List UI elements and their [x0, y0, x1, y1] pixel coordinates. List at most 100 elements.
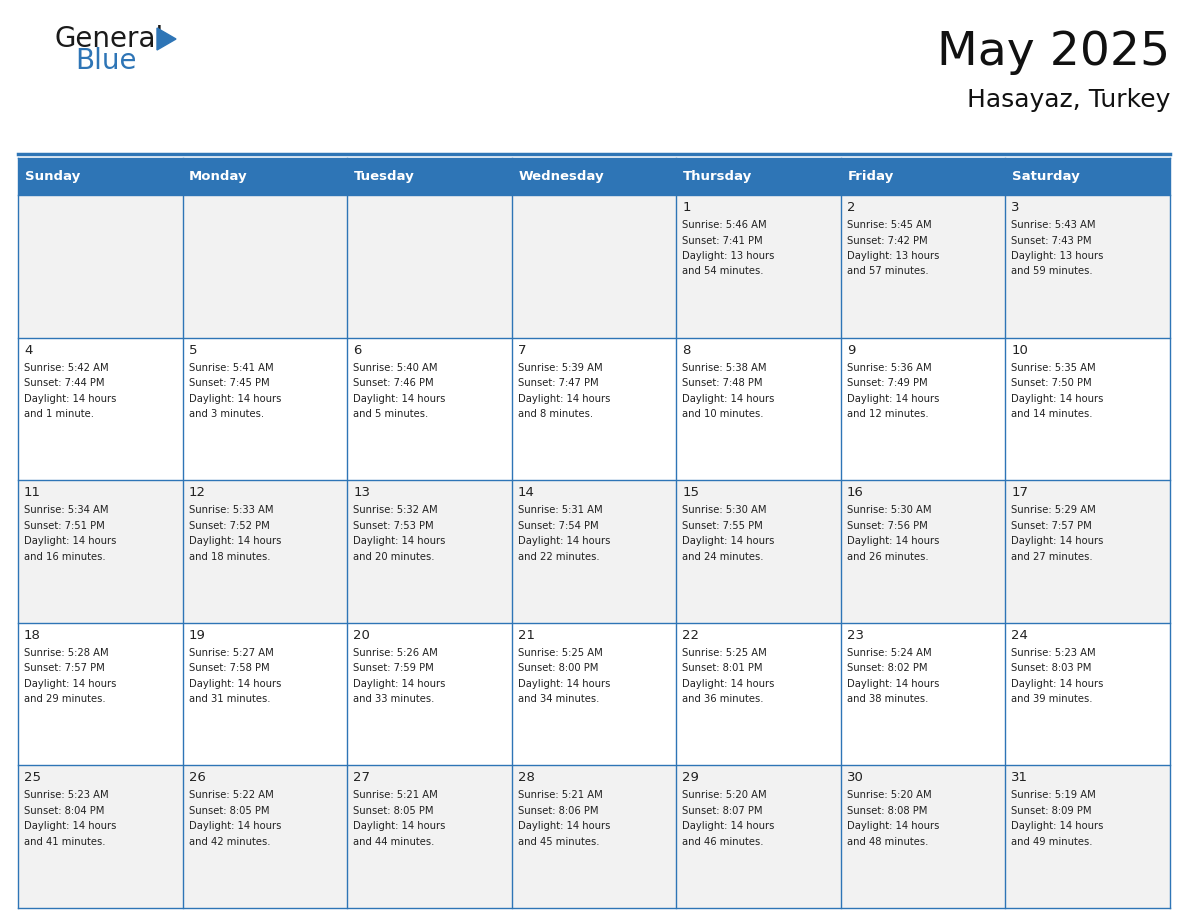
Text: Daylight: 14 hours: Daylight: 14 hours — [518, 678, 611, 688]
Text: Daylight: 14 hours: Daylight: 14 hours — [189, 678, 280, 688]
Text: Saturday: Saturday — [1012, 170, 1080, 183]
Text: Friday: Friday — [847, 170, 893, 183]
Text: Sunset: 7:59 PM: Sunset: 7:59 PM — [353, 664, 434, 673]
Text: 22: 22 — [682, 629, 700, 642]
Text: and 41 minutes.: and 41 minutes. — [24, 837, 106, 847]
Text: Daylight: 14 hours: Daylight: 14 hours — [518, 394, 611, 404]
Text: Daylight: 14 hours: Daylight: 14 hours — [847, 822, 940, 832]
Text: Sunset: 7:48 PM: Sunset: 7:48 PM — [682, 378, 763, 388]
Text: Daylight: 14 hours: Daylight: 14 hours — [518, 822, 611, 832]
Text: 18: 18 — [24, 629, 40, 642]
Text: Blue: Blue — [75, 47, 137, 75]
Text: Sunrise: 5:21 AM: Sunrise: 5:21 AM — [353, 790, 438, 800]
Text: and 38 minutes.: and 38 minutes. — [847, 694, 928, 704]
Text: Sunrise: 5:31 AM: Sunrise: 5:31 AM — [518, 505, 602, 515]
Text: Sunrise: 5:38 AM: Sunrise: 5:38 AM — [682, 363, 766, 373]
Text: Daylight: 14 hours: Daylight: 14 hours — [682, 822, 775, 832]
Text: 27: 27 — [353, 771, 371, 784]
Text: and 54 minutes.: and 54 minutes. — [682, 266, 764, 276]
Text: 4: 4 — [24, 343, 32, 356]
Bar — [841, 338, 1005, 480]
Text: Sunrise: 5:25 AM: Sunrise: 5:25 AM — [518, 648, 602, 658]
Text: and 45 minutes.: and 45 minutes. — [518, 837, 599, 847]
Text: and 26 minutes.: and 26 minutes. — [847, 552, 929, 562]
Text: Sunrise: 5:39 AM: Sunrise: 5:39 AM — [518, 363, 602, 373]
Text: Daylight: 14 hours: Daylight: 14 hours — [682, 678, 775, 688]
Text: Sunrise: 5:19 AM: Sunrise: 5:19 AM — [1011, 790, 1097, 800]
Bar — [18, 766, 183, 908]
Text: and 33 minutes.: and 33 minutes. — [353, 694, 435, 704]
Text: Sunset: 7:54 PM: Sunset: 7:54 PM — [518, 521, 599, 531]
Text: 23: 23 — [847, 629, 864, 642]
Text: Hasayaz, Turkey: Hasayaz, Turkey — [967, 88, 1170, 112]
Text: Sunset: 8:00 PM: Sunset: 8:00 PM — [518, 664, 598, 673]
Text: Sunset: 8:02 PM: Sunset: 8:02 PM — [847, 664, 928, 673]
Bar — [18, 480, 183, 622]
Text: 15: 15 — [682, 487, 700, 499]
Text: Sunrise: 5:30 AM: Sunrise: 5:30 AM — [847, 505, 931, 515]
Text: Sunrise: 5:22 AM: Sunrise: 5:22 AM — [189, 790, 273, 800]
Bar — [676, 195, 841, 338]
Bar — [841, 766, 1005, 908]
Bar — [183, 766, 347, 908]
Text: Daylight: 14 hours: Daylight: 14 hours — [847, 394, 940, 404]
Bar — [512, 338, 676, 480]
Text: Sunrise: 5:26 AM: Sunrise: 5:26 AM — [353, 648, 438, 658]
Text: 17: 17 — [1011, 487, 1029, 499]
Bar — [676, 622, 841, 766]
Bar — [183, 338, 347, 480]
Text: Sunrise: 5:32 AM: Sunrise: 5:32 AM — [353, 505, 437, 515]
Text: and 14 minutes.: and 14 minutes. — [1011, 409, 1093, 420]
Text: 21: 21 — [518, 629, 535, 642]
Text: Sunset: 8:04 PM: Sunset: 8:04 PM — [24, 806, 105, 816]
Text: and 16 minutes.: and 16 minutes. — [24, 552, 106, 562]
Text: 16: 16 — [847, 487, 864, 499]
Text: Sunrise: 5:34 AM: Sunrise: 5:34 AM — [24, 505, 108, 515]
Text: Sunset: 7:42 PM: Sunset: 7:42 PM — [847, 236, 928, 245]
Text: Tuesday: Tuesday — [354, 170, 415, 183]
Text: Daylight: 14 hours: Daylight: 14 hours — [24, 822, 116, 832]
Text: 6: 6 — [353, 343, 361, 356]
Text: Sunset: 7:56 PM: Sunset: 7:56 PM — [847, 521, 928, 531]
Text: 19: 19 — [189, 629, 206, 642]
Text: and 59 minutes.: and 59 minutes. — [1011, 266, 1093, 276]
Text: 8: 8 — [682, 343, 690, 356]
Text: Sunset: 8:09 PM: Sunset: 8:09 PM — [1011, 806, 1092, 816]
Bar — [347, 195, 512, 338]
Text: Sunset: 7:53 PM: Sunset: 7:53 PM — [353, 521, 434, 531]
Text: and 46 minutes.: and 46 minutes. — [682, 837, 764, 847]
Text: 14: 14 — [518, 487, 535, 499]
Text: Sunrise: 5:36 AM: Sunrise: 5:36 AM — [847, 363, 931, 373]
Text: and 1 minute.: and 1 minute. — [24, 409, 94, 420]
Bar — [512, 766, 676, 908]
Text: Daylight: 14 hours: Daylight: 14 hours — [353, 678, 446, 688]
Text: Sunrise: 5:27 AM: Sunrise: 5:27 AM — [189, 648, 273, 658]
Text: and 42 minutes.: and 42 minutes. — [189, 837, 270, 847]
Text: Sunset: 7:50 PM: Sunset: 7:50 PM — [1011, 378, 1092, 388]
Text: 10: 10 — [1011, 343, 1029, 356]
Text: Daylight: 14 hours: Daylight: 14 hours — [353, 536, 446, 546]
Text: and 10 minutes.: and 10 minutes. — [682, 409, 764, 420]
Text: Daylight: 14 hours: Daylight: 14 hours — [189, 394, 280, 404]
Text: May 2025: May 2025 — [937, 30, 1170, 75]
Text: and 27 minutes.: and 27 minutes. — [1011, 552, 1093, 562]
Bar — [347, 766, 512, 908]
Text: and 39 minutes.: and 39 minutes. — [1011, 694, 1093, 704]
Bar — [1005, 158, 1170, 195]
Text: 31: 31 — [1011, 771, 1029, 784]
Text: and 24 minutes.: and 24 minutes. — [682, 552, 764, 562]
Bar — [676, 766, 841, 908]
Text: Sunrise: 5:45 AM: Sunrise: 5:45 AM — [847, 220, 931, 230]
Text: Daylight: 14 hours: Daylight: 14 hours — [189, 536, 280, 546]
Text: Sunset: 8:07 PM: Sunset: 8:07 PM — [682, 806, 763, 816]
Text: Sunrise: 5:46 AM: Sunrise: 5:46 AM — [682, 220, 767, 230]
Text: Daylight: 14 hours: Daylight: 14 hours — [847, 536, 940, 546]
Text: Daylight: 14 hours: Daylight: 14 hours — [189, 822, 280, 832]
Text: Sunrise: 5:35 AM: Sunrise: 5:35 AM — [1011, 363, 1097, 373]
Text: 20: 20 — [353, 629, 369, 642]
Text: and 3 minutes.: and 3 minutes. — [189, 409, 264, 420]
Text: Sunset: 7:47 PM: Sunset: 7:47 PM — [518, 378, 599, 388]
Text: Daylight: 14 hours: Daylight: 14 hours — [1011, 678, 1104, 688]
Bar — [841, 480, 1005, 622]
Text: 7: 7 — [518, 343, 526, 356]
